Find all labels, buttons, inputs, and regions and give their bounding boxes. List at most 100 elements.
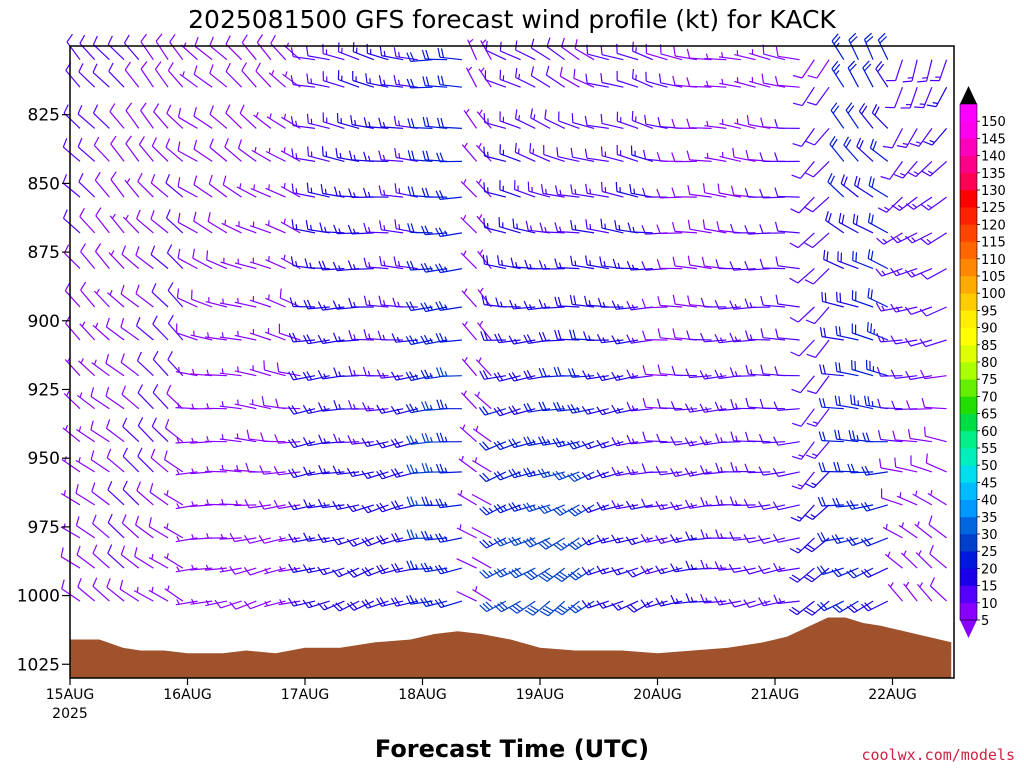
wind-barb — [244, 499, 271, 509]
plot-frame — [69, 45, 955, 679]
barb-staff — [587, 600, 609, 609]
wind-barb — [493, 537, 521, 547]
barb-half-feather — [191, 437, 195, 444]
wind-barb — [818, 431, 844, 443]
colorbar-label: 100 — [981, 287, 1006, 302]
barb-feather — [673, 46, 676, 57]
barb-staff — [574, 48, 595, 61]
wind-barb — [645, 71, 668, 88]
wind-barb — [465, 66, 478, 88]
wind-barb — [93, 288, 110, 308]
barb-staff — [762, 441, 786, 444]
barb-staff — [222, 184, 242, 198]
barb-staff — [514, 504, 536, 512]
barb-feather — [545, 65, 550, 76]
barb-staff — [674, 265, 697, 270]
wind-barb — [860, 501, 888, 512]
wind-barb — [831, 33, 845, 61]
wind-barb — [896, 128, 918, 149]
wind-barb — [75, 516, 96, 539]
barb-staff — [234, 567, 257, 575]
barb-staff — [800, 441, 815, 460]
wind-barb — [868, 176, 889, 198]
barb-half-feather — [902, 142, 909, 146]
barb-staff — [881, 497, 903, 506]
barb-staff — [207, 220, 228, 234]
barb-feather — [876, 366, 882, 377]
barb-feather — [611, 300, 617, 310]
barb-half-feather — [574, 260, 577, 266]
barb-feather — [890, 369, 896, 379]
barb-feather — [526, 502, 533, 511]
barb-staff — [836, 438, 859, 443]
wind-barb — [220, 257, 242, 270]
barb-half-feather — [881, 305, 885, 311]
barb-staff — [836, 370, 859, 377]
barb-feather — [581, 566, 589, 576]
wind-barb — [61, 579, 81, 602]
barb-staff — [616, 190, 639, 198]
barb-feather — [870, 323, 873, 333]
barb-feather — [672, 75, 676, 86]
barb-feather — [244, 499, 250, 509]
barb-staff — [353, 51, 375, 61]
barb-feather — [394, 563, 401, 572]
colorbar-label: 95 — [981, 304, 998, 319]
barb-feather — [846, 570, 854, 579]
wind-barb — [539, 600, 566, 617]
barb-feather — [405, 301, 412, 311]
barb-feather — [483, 218, 486, 228]
wind-barb — [806, 86, 830, 106]
barb-half-feather — [176, 566, 180, 572]
barb-half-feather — [382, 154, 386, 161]
barb-staff — [90, 459, 110, 473]
barb-feather — [596, 600, 604, 609]
barb-half-feather — [631, 337, 636, 343]
wind-barb — [463, 108, 478, 129]
barb-feather — [864, 568, 872, 577]
wind-barb — [163, 553, 184, 569]
colorbar-swatch — [960, 465, 977, 483]
barb-feather — [658, 73, 662, 83]
barb-feather — [865, 432, 870, 442]
barb-feather — [715, 259, 720, 269]
wind-barb — [229, 600, 257, 610]
barb-feather — [134, 547, 138, 557]
wind-barb — [407, 150, 433, 162]
barb-feather — [538, 260, 544, 270]
barb-feather — [538, 367, 544, 378]
y-tick-label: 900 — [28, 312, 60, 332]
barb-feather — [306, 299, 312, 309]
wind-barb — [346, 503, 374, 513]
wind-barb — [493, 503, 521, 514]
wind-barb — [166, 104, 184, 129]
barb-half-feather — [429, 599, 434, 606]
barb-half-feather — [896, 269, 901, 275]
barb-staff — [777, 303, 800, 308]
wind-barb — [719, 78, 742, 88]
colorbar-swatch — [960, 155, 977, 174]
barb-staff — [748, 567, 771, 575]
barb-staff — [293, 157, 316, 162]
wind-barb — [745, 330, 771, 341]
wind-barb — [471, 556, 492, 569]
wind-barb — [273, 499, 301, 510]
wind-barb — [77, 137, 96, 162]
barb-feather — [288, 439, 295, 448]
barb-staff — [64, 359, 81, 377]
wind-barb — [406, 529, 433, 540]
barb-feather — [570, 571, 579, 579]
wind-barb — [508, 502, 536, 512]
wind-barb — [804, 196, 830, 213]
barb-feather — [825, 211, 829, 221]
wind-barb — [361, 537, 389, 547]
colorbar-swatch — [960, 327, 977, 346]
barb-staff — [219, 405, 242, 410]
barb-staff — [154, 68, 169, 88]
barb-staff — [926, 462, 947, 473]
barb-feather — [424, 369, 430, 379]
barb-staff — [602, 471, 624, 479]
barb-feather — [555, 185, 559, 195]
barb-feather — [409, 560, 415, 570]
barb-half-feather — [467, 66, 473, 72]
